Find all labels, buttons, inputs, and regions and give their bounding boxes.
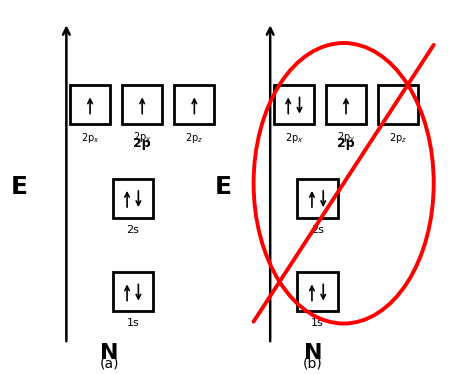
- Text: 1s: 1s: [311, 318, 324, 328]
- Bar: [113, 179, 153, 218]
- Text: 2s: 2s: [126, 224, 139, 234]
- Text: (b): (b): [303, 356, 323, 370]
- Text: (a): (a): [99, 356, 119, 370]
- Bar: [326, 85, 366, 125]
- Bar: [378, 85, 418, 125]
- Bar: [113, 272, 153, 311]
- Text: N: N: [303, 343, 322, 364]
- Bar: [174, 85, 214, 125]
- Text: 2p$_x$: 2p$_x$: [284, 131, 303, 145]
- Text: 2p: 2p: [133, 137, 151, 150]
- Text: 1s: 1s: [127, 318, 139, 328]
- Text: 2p$_z$: 2p$_z$: [185, 131, 203, 145]
- Text: 2p$_x$: 2p$_x$: [81, 131, 100, 145]
- Text: E: E: [10, 175, 27, 199]
- Text: 2p$_y$: 2p$_y$: [133, 131, 152, 145]
- Text: 2p$_z$: 2p$_z$: [389, 131, 407, 145]
- Bar: [70, 85, 110, 125]
- Text: 2p$_y$: 2p$_y$: [337, 131, 356, 145]
- Bar: [274, 85, 314, 125]
- Bar: [298, 179, 337, 218]
- Bar: [298, 272, 337, 311]
- Text: 2p: 2p: [337, 137, 355, 150]
- Text: E: E: [214, 175, 231, 199]
- Text: N: N: [100, 343, 118, 364]
- Bar: [122, 85, 162, 125]
- Text: 2s: 2s: [311, 224, 324, 234]
